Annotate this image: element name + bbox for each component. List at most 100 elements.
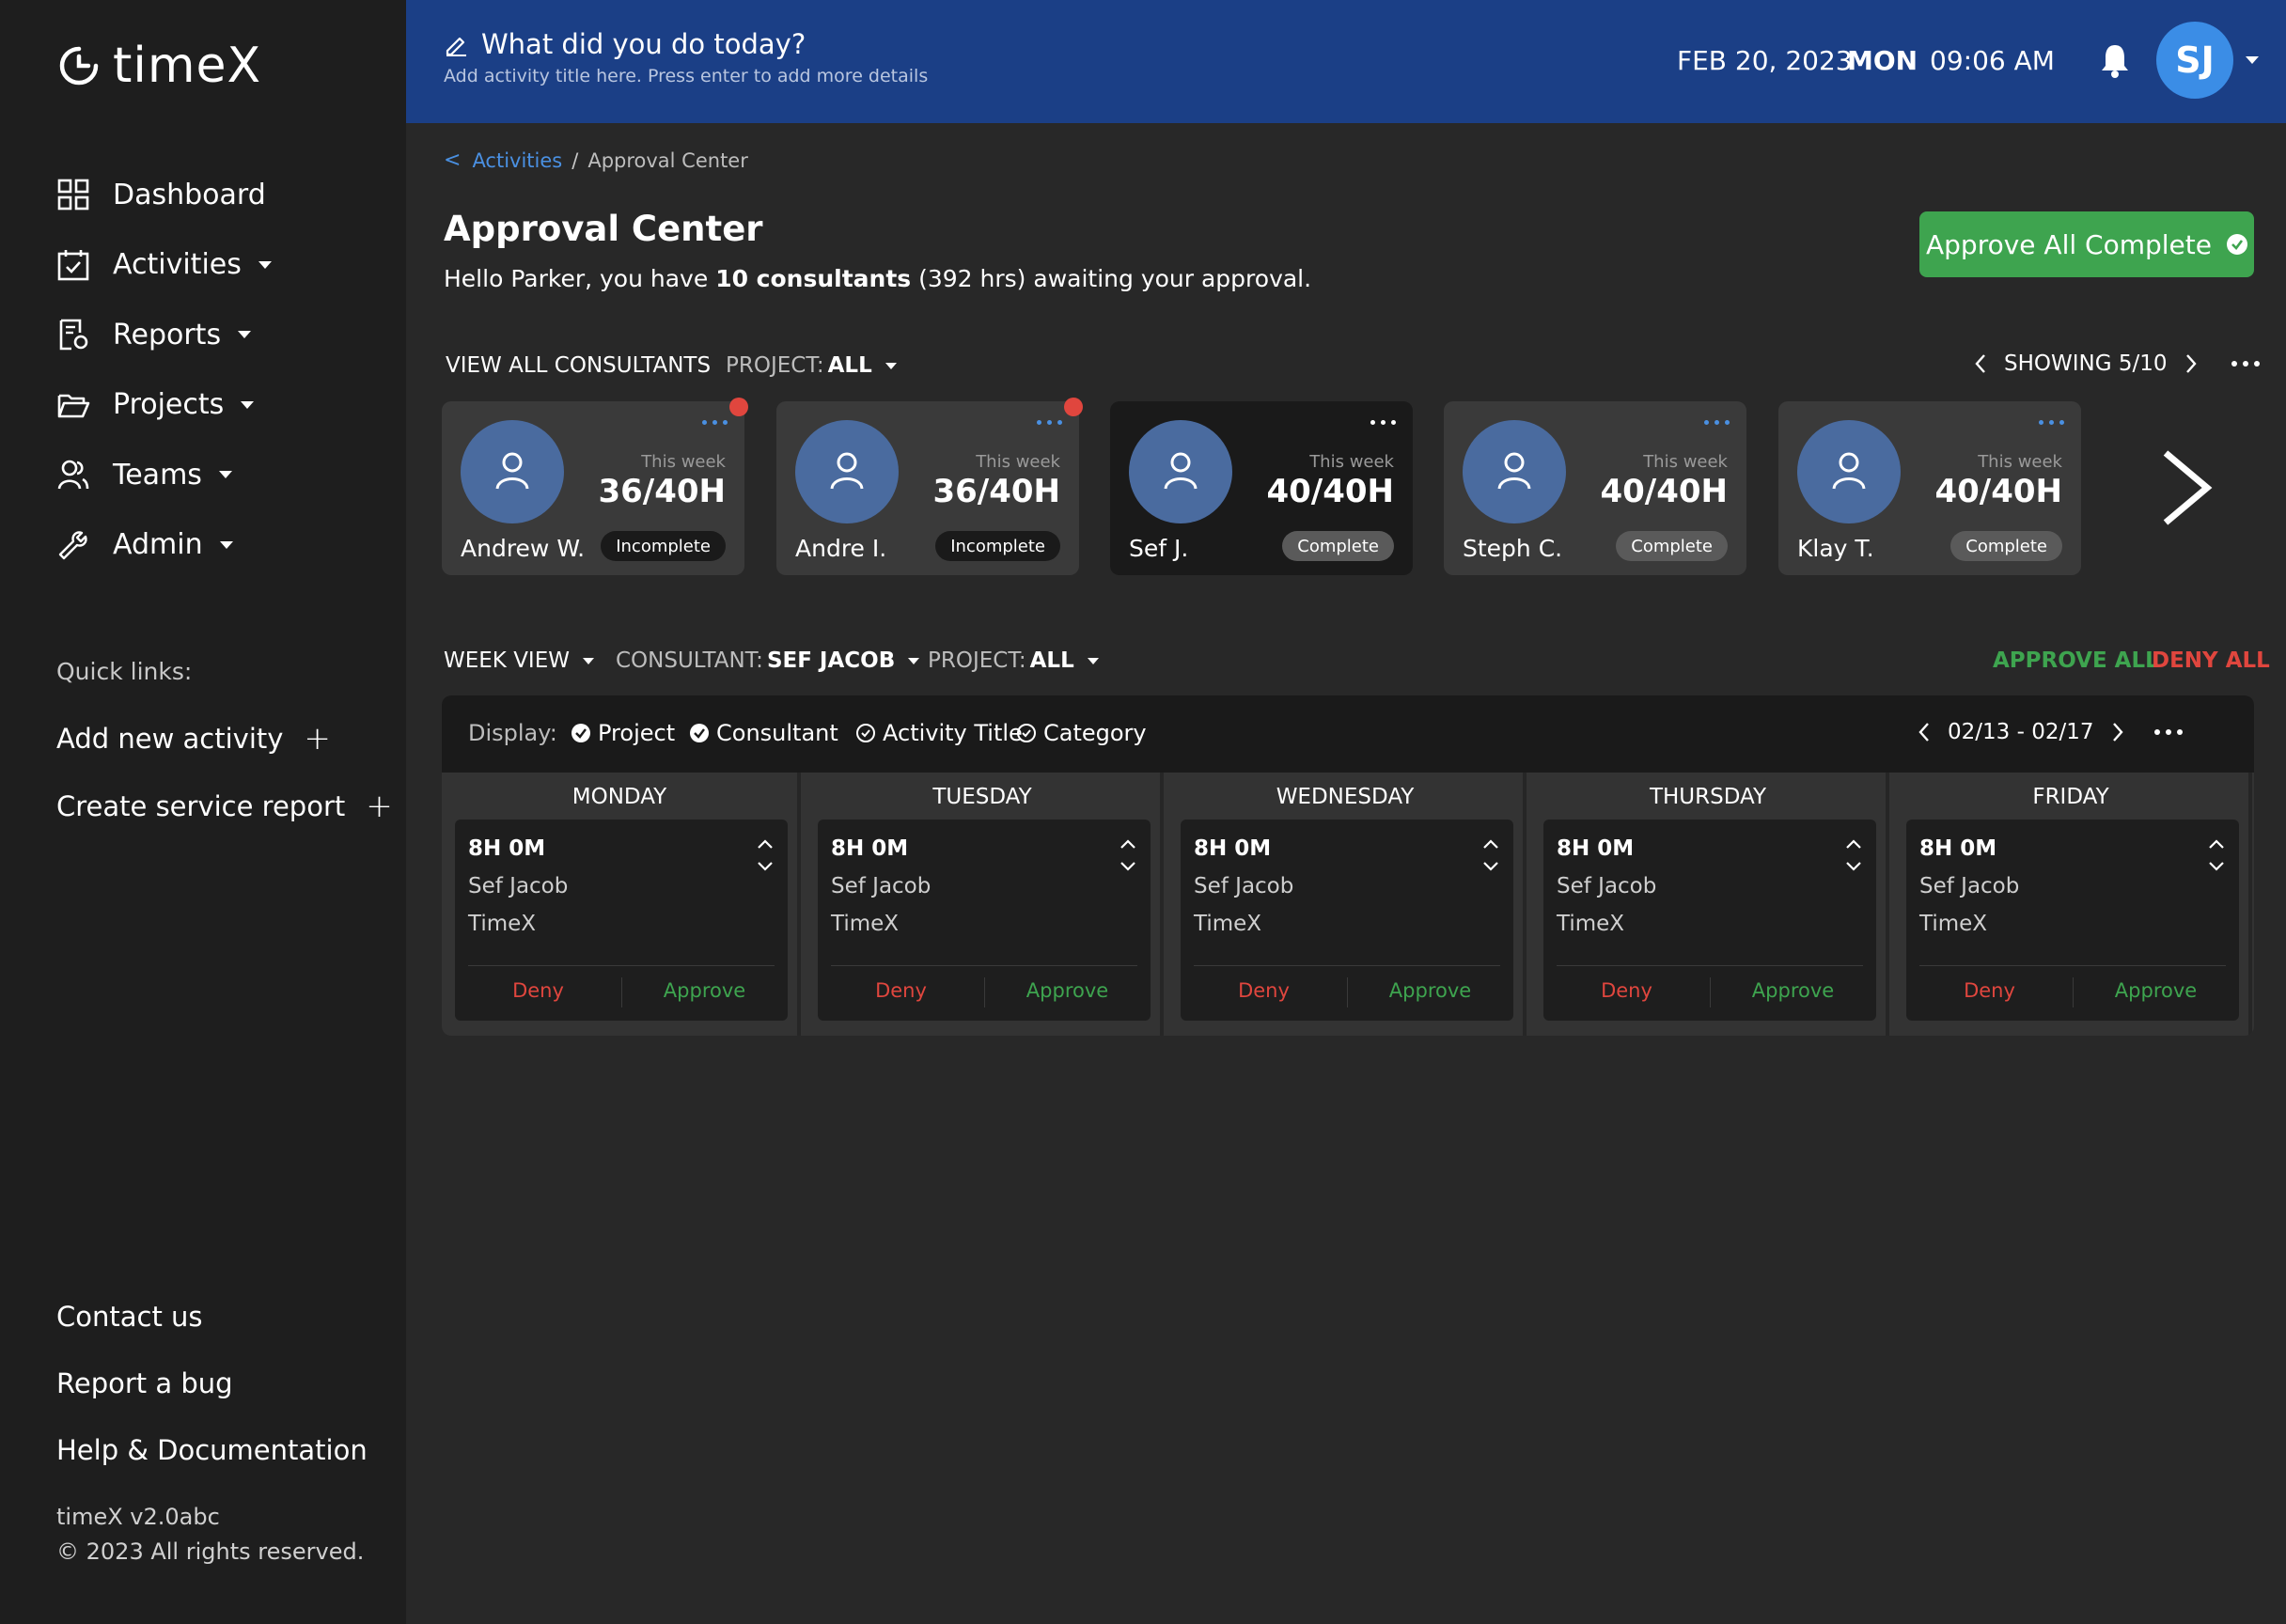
caret-down-icon xyxy=(908,657,920,664)
caret-down-icon xyxy=(258,260,272,269)
sidebar-item-activities[interactable]: Activities xyxy=(56,230,272,301)
copyright-text: © 2023 All rights reserved. xyxy=(56,1538,365,1565)
deny-button[interactable]: Deny xyxy=(512,979,564,1002)
plus-icon: + xyxy=(366,788,393,825)
add-new-activity-link[interactable]: Add new activity + xyxy=(56,720,331,757)
avatar xyxy=(461,420,564,523)
logo[interactable]: timeX xyxy=(56,38,261,94)
expand-collapse-icon[interactable] xyxy=(1119,836,1137,874)
sidebar-item-projects[interactable]: Projects xyxy=(56,370,272,441)
expand-collapse-icon[interactable] xyxy=(756,836,775,874)
caret-down-icon xyxy=(583,657,594,664)
display-option[interactable]: Category xyxy=(1017,720,1147,746)
check-circle-icon xyxy=(572,724,590,742)
display-option[interactable]: Consultant xyxy=(690,720,838,746)
alert-dot-icon xyxy=(729,398,748,416)
person-icon xyxy=(1826,447,1871,496)
sidebar-item-dashboard[interactable]: Dashboard xyxy=(56,160,272,230)
consultants-project-filter[interactable]: PROJECT: ALL xyxy=(726,353,897,378)
consultant-card[interactable]: Klay T. This week 40/40H Complete xyxy=(1778,401,2081,575)
week-label: This week xyxy=(1309,452,1394,472)
consultant-card[interactable]: Andrew W. This week 36/40H Incomplete xyxy=(442,398,748,575)
bell-icon[interactable] xyxy=(2098,41,2132,79)
approve-button[interactable]: Approve xyxy=(663,979,746,1002)
contact-us-link[interactable]: Contact us xyxy=(56,1301,203,1333)
display-option[interactable]: Project xyxy=(572,720,675,746)
display-option-label: Activity Title xyxy=(883,720,1023,746)
report-bug-link[interactable]: Report a bug xyxy=(56,1367,233,1399)
deny-button[interactable]: Deny xyxy=(875,979,927,1002)
quick-entry-title: What did you do today? xyxy=(481,28,806,60)
week-project-filter[interactable]: PROJECT: ALL xyxy=(928,648,1099,673)
top-bar: What did you do today? Add activity titl… xyxy=(406,0,2286,123)
avatar-caret-down-icon[interactable] xyxy=(2246,56,2259,64)
chevron-left-icon[interactable] xyxy=(1918,722,1931,742)
chevron-right-icon[interactable] xyxy=(2184,353,2198,374)
chevron-left-icon[interactable]: < xyxy=(444,148,462,172)
filter-label: CONSULTANT: xyxy=(616,648,763,673)
entry-project: TimeX xyxy=(831,912,900,936)
help-docs-link[interactable]: Help & Documentation xyxy=(56,1434,368,1466)
breadcrumb-activities[interactable]: Activities xyxy=(472,148,563,172)
divider xyxy=(1919,965,2226,966)
display-option-label: Consultant xyxy=(716,720,838,746)
chevron-right-icon[interactable] xyxy=(2111,722,2124,742)
more-options-icon[interactable] xyxy=(1037,420,1062,425)
sidebar-item-admin[interactable]: Admin xyxy=(56,510,272,581)
sidebar-item-reports[interactable]: Reports xyxy=(56,300,272,370)
week-view-dropdown[interactable]: WEEK VIEW xyxy=(444,648,594,673)
expand-collapse-icon[interactable] xyxy=(1844,836,1863,874)
day-column: MONDAY 8H 0M Sef Jacob TimeX Deny Approve xyxy=(442,773,801,1036)
deny-all-button[interactable]: DENY ALL xyxy=(2152,648,2270,673)
week-hours: 40/40H xyxy=(1266,473,1394,510)
approve-button[interactable]: Approve xyxy=(1751,979,1835,1002)
expand-collapse-icon[interactable] xyxy=(1481,836,1500,874)
display-option-label: Category xyxy=(1043,720,1147,746)
approve-button[interactable]: Approve xyxy=(2114,979,2198,1002)
deny-button[interactable]: Deny xyxy=(1964,979,2015,1002)
approve-button[interactable]: Approve xyxy=(1026,979,1109,1002)
more-options-icon[interactable] xyxy=(702,420,728,425)
more-options-icon[interactable] xyxy=(2231,361,2260,367)
view-all-consultants-link[interactable]: VIEW ALL CONSULTANTS xyxy=(446,353,712,378)
create-service-report-link[interactable]: Create service report + xyxy=(56,788,393,825)
status-badge: Incomplete xyxy=(601,531,726,561)
deny-button[interactable]: Deny xyxy=(1238,979,1290,1002)
entry-hours: 8H 0M xyxy=(1194,836,1272,861)
chevron-left-icon[interactable] xyxy=(1974,353,1987,374)
display-option[interactable]: Activity Title xyxy=(856,720,1023,746)
approve-button[interactable]: Approve xyxy=(1388,979,1472,1002)
date-range-nav: 02/13 - 02/17 xyxy=(1918,720,2183,744)
greeting-text: Hello Parker, you have 10 consultants (3… xyxy=(444,265,1311,292)
greeting-count: 10 consultants xyxy=(715,265,912,292)
quick-link-label: Create service report xyxy=(56,790,346,822)
consultant-card[interactable]: Sef J. This week 40/40H Complete xyxy=(1110,401,1413,575)
more-options-icon[interactable] xyxy=(1370,420,1396,425)
clock-logo-icon xyxy=(59,46,99,86)
activity-quick-entry[interactable]: What did you do today? xyxy=(444,28,806,60)
filter-value: SEF JACOB xyxy=(766,648,896,673)
divider xyxy=(1347,977,1348,1007)
consultant-filter[interactable]: CONSULTANT: SEF JACOB xyxy=(616,648,920,673)
more-options-icon[interactable] xyxy=(1704,420,1730,425)
sidebar-item-teams[interactable]: Teams xyxy=(56,440,272,510)
approve-all-complete-button[interactable]: Approve All Complete xyxy=(1919,211,2254,277)
status-badge: Complete xyxy=(1282,531,1394,561)
time-entry-card: 8H 0M Sef Jacob TimeX Deny Approve xyxy=(1181,820,1513,1021)
user-avatar[interactable]: SJ xyxy=(2156,22,2233,99)
approve-all-button[interactable]: APPROVE ALL xyxy=(1993,648,2159,673)
week-hours: 36/40H xyxy=(932,473,1060,510)
chevron-right-large-icon[interactable] xyxy=(2158,449,2215,526)
current-time: 09:06 AM xyxy=(1930,45,2055,76)
consultant-name: Sef J. xyxy=(1129,535,1189,562)
consultant-card[interactable]: Andre I. This week 36/40H Incomplete xyxy=(776,398,1083,575)
expand-collapse-icon[interactable] xyxy=(2207,836,2226,874)
consultant-card[interactable]: Steph C. This week 40/40H Complete xyxy=(1444,401,1746,575)
entry-hours: 8H 0M xyxy=(831,836,909,861)
entry-project: TimeX xyxy=(1194,912,1262,936)
more-options-icon[interactable] xyxy=(2153,729,2183,735)
deny-button[interactable]: Deny xyxy=(1601,979,1652,1002)
more-options-icon[interactable] xyxy=(2039,420,2064,425)
quick-link-label: Add new activity xyxy=(56,723,284,755)
caret-down-icon xyxy=(1087,657,1099,664)
